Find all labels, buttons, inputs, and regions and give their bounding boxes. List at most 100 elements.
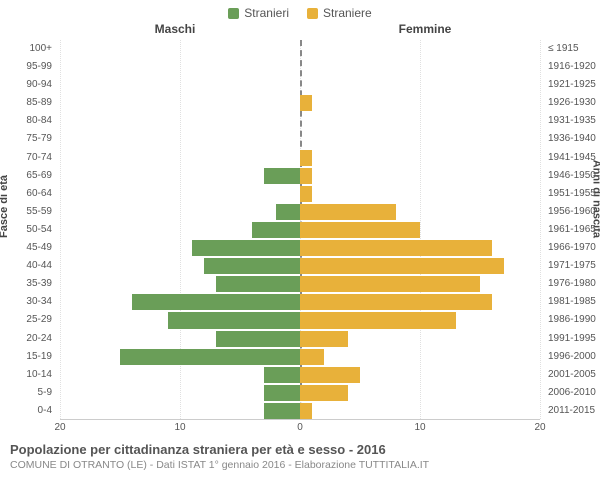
age-row: 55-591956-1960 bbox=[60, 203, 540, 221]
bar-male bbox=[204, 258, 300, 274]
footer: Popolazione per cittadinanza straniera p… bbox=[0, 436, 600, 471]
bar-female bbox=[300, 349, 324, 365]
bar-male bbox=[192, 240, 300, 256]
chart-subtitle: COMUNE DI OTRANTO (LE) - Dati ISTAT 1° g… bbox=[10, 459, 590, 471]
age-label: 50-54 bbox=[0, 221, 56, 239]
birth-label: 1916-1920 bbox=[544, 58, 600, 76]
bar-female bbox=[300, 312, 456, 328]
age-label: 5-9 bbox=[0, 384, 56, 402]
age-label: 25-29 bbox=[0, 311, 56, 329]
birth-label: 1971-1975 bbox=[544, 257, 600, 275]
column-headers: Maschi Femmine bbox=[0, 22, 600, 40]
bar-male bbox=[132, 294, 300, 310]
bar-male bbox=[264, 168, 300, 184]
age-row: 20-241991-1995 bbox=[60, 330, 540, 348]
age-label: 80-84 bbox=[0, 112, 56, 130]
header-male: Maschi bbox=[0, 22, 300, 36]
bar-male bbox=[216, 276, 300, 292]
birth-label: 1961-1965 bbox=[544, 221, 600, 239]
age-label: 0-4 bbox=[0, 402, 56, 420]
age-row: 15-191996-2000 bbox=[60, 348, 540, 366]
age-row: 65-691946-1950 bbox=[60, 167, 540, 185]
age-label: 65-69 bbox=[0, 167, 56, 185]
age-label: 15-19 bbox=[0, 348, 56, 366]
x-tick: 20 bbox=[534, 422, 545, 433]
bar-male bbox=[252, 222, 300, 238]
age-label: 30-34 bbox=[0, 293, 56, 311]
plot-area: 100+≤ 191595-991916-192090-941921-192585… bbox=[60, 40, 540, 420]
legend: Stranieri Straniere bbox=[0, 0, 600, 22]
age-row: 60-641951-1955 bbox=[60, 185, 540, 203]
age-row: 75-791936-1940 bbox=[60, 130, 540, 148]
birth-label: 2006-2010 bbox=[544, 384, 600, 402]
birth-label: 1921-1925 bbox=[544, 76, 600, 94]
birth-label: 1986-1990 bbox=[544, 311, 600, 329]
age-row: 5-92006-2010 bbox=[60, 384, 540, 402]
age-row: 45-491966-1970 bbox=[60, 239, 540, 257]
bar-female bbox=[300, 367, 360, 383]
age-label: 10-14 bbox=[0, 366, 56, 384]
bar-female bbox=[300, 222, 420, 238]
bar-female bbox=[300, 204, 396, 220]
age-row: 50-541961-1965 bbox=[60, 221, 540, 239]
age-label: 100+ bbox=[0, 40, 56, 58]
bar-male bbox=[264, 403, 300, 419]
birth-label: 1956-1960 bbox=[544, 203, 600, 221]
legend-item-female: Straniere bbox=[307, 6, 372, 20]
birth-label: 1996-2000 bbox=[544, 348, 600, 366]
age-row: 35-391976-1980 bbox=[60, 275, 540, 293]
birth-label: 1951-1955 bbox=[544, 185, 600, 203]
bar-female bbox=[300, 168, 312, 184]
age-row: 0-42011-2015 bbox=[60, 402, 540, 420]
bar-male bbox=[264, 385, 300, 401]
age-row: 40-441971-1975 bbox=[60, 257, 540, 275]
bar-female bbox=[300, 385, 348, 401]
age-label: 35-39 bbox=[0, 275, 56, 293]
chart: Fasce di età Anni di nascita 100+≤ 19159… bbox=[0, 40, 600, 436]
age-label: 45-49 bbox=[0, 239, 56, 257]
age-label: 70-74 bbox=[0, 149, 56, 167]
age-label: 55-59 bbox=[0, 203, 56, 221]
bar-female bbox=[300, 150, 312, 166]
x-tick: 20 bbox=[54, 422, 65, 433]
birth-label: 1991-1995 bbox=[544, 330, 600, 348]
bar-female bbox=[300, 258, 504, 274]
birth-label: 1941-1945 bbox=[544, 149, 600, 167]
age-label: 90-94 bbox=[0, 76, 56, 94]
age-row: 80-841931-1935 bbox=[60, 112, 540, 130]
age-row: 25-291986-1990 bbox=[60, 311, 540, 329]
birth-label: 2011-2015 bbox=[544, 402, 600, 420]
bar-male bbox=[216, 331, 300, 347]
legend-item-male: Stranieri bbox=[228, 6, 289, 20]
legend-female-label: Straniere bbox=[323, 6, 372, 20]
male-swatch bbox=[228, 8, 239, 19]
birth-label: 1976-1980 bbox=[544, 275, 600, 293]
birth-label: 1966-1970 bbox=[544, 239, 600, 257]
bar-male bbox=[276, 204, 300, 220]
birth-label: 1931-1935 bbox=[544, 112, 600, 130]
birth-label: 1981-1985 bbox=[544, 293, 600, 311]
x-tick: 0 bbox=[297, 422, 303, 433]
age-label: 20-24 bbox=[0, 330, 56, 348]
bar-male bbox=[264, 367, 300, 383]
bar-male bbox=[168, 312, 300, 328]
header-female: Femmine bbox=[300, 22, 600, 36]
x-axis: 201001020 bbox=[60, 420, 540, 436]
age-label: 95-99 bbox=[0, 58, 56, 76]
birth-label: 2001-2005 bbox=[544, 366, 600, 384]
x-tick: 10 bbox=[414, 422, 425, 433]
bar-female bbox=[300, 331, 348, 347]
birth-label: 1936-1940 bbox=[544, 130, 600, 148]
age-label: 40-44 bbox=[0, 257, 56, 275]
bar-female bbox=[300, 276, 480, 292]
age-row: 95-991916-1920 bbox=[60, 58, 540, 76]
birth-label: ≤ 1915 bbox=[544, 40, 600, 58]
gridline bbox=[540, 40, 541, 419]
bar-female bbox=[300, 186, 312, 202]
age-row: 70-741941-1945 bbox=[60, 149, 540, 167]
female-swatch bbox=[307, 8, 318, 19]
age-row: 100+≤ 1915 bbox=[60, 40, 540, 58]
birth-label: 1926-1930 bbox=[544, 94, 600, 112]
chart-title: Popolazione per cittadinanza straniera p… bbox=[10, 442, 590, 457]
bar-female bbox=[300, 294, 492, 310]
